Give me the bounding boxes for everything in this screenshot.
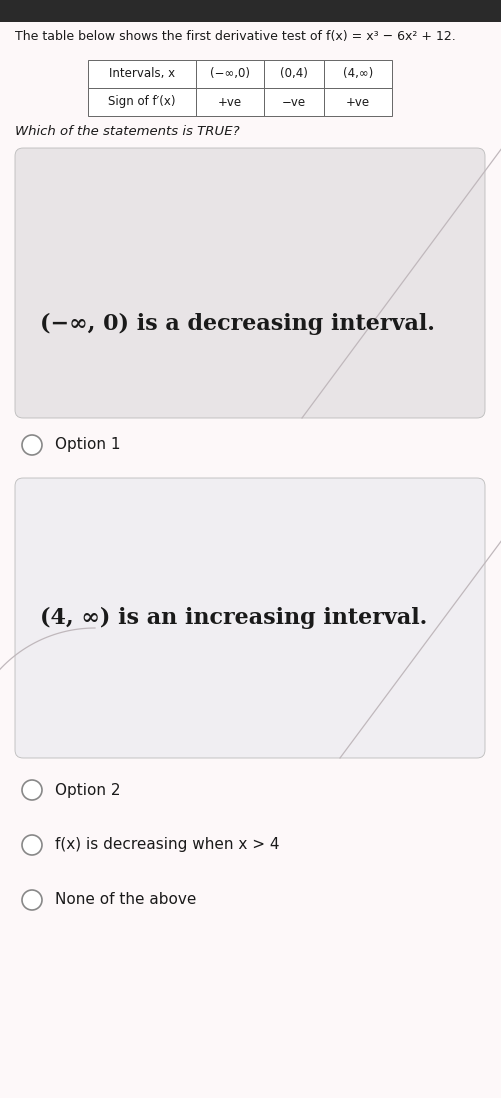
Text: (4, ∞) is an increasing interval.: (4, ∞) is an increasing interval.	[40, 607, 426, 629]
Bar	[0, 0, 501, 22]
Bar	[88, 60, 195, 88]
Text: Option 2: Option 2	[55, 783, 120, 797]
Text: The table below shows the first derivative test of f(x) = x³ − 6x² + 12.: The table below shows the first derivati…	[15, 30, 455, 43]
FancyBboxPatch shape	[15, 478, 484, 758]
Text: −ve: −ve	[282, 96, 306, 109]
Bar	[88, 88, 195, 116]
Circle shape	[22, 435, 42, 455]
Text: (−∞,0): (−∞,0)	[209, 67, 249, 80]
Circle shape	[22, 780, 42, 800]
Text: Option 1: Option 1	[55, 437, 120, 452]
Circle shape	[22, 834, 42, 855]
FancyBboxPatch shape	[15, 148, 484, 418]
Text: Which of the statements is TRUE?: Which of the statements is TRUE?	[15, 125, 239, 138]
Text: Intervals, x: Intervals, x	[109, 67, 175, 80]
Text: f(x) is decreasing when x > 4: f(x) is decreasing when x > 4	[55, 838, 279, 852]
Text: +ve: +ve	[345, 96, 369, 109]
Text: (0,4): (0,4)	[280, 67, 307, 80]
Circle shape	[22, 890, 42, 910]
Bar	[195, 60, 264, 88]
Text: (4,∞): (4,∞)	[342, 67, 372, 80]
Bar	[264, 60, 323, 88]
Text: Sign of f′(x): Sign of f′(x)	[108, 96, 175, 109]
Text: None of the above: None of the above	[55, 893, 196, 908]
Bar	[195, 88, 264, 116]
Text: +ve: +ve	[217, 96, 241, 109]
Bar	[264, 88, 323, 116]
Bar	[323, 88, 391, 116]
Text: (−∞, 0) is a decreasing interval.: (−∞, 0) is a decreasing interval.	[40, 313, 434, 335]
Bar	[323, 60, 391, 88]
